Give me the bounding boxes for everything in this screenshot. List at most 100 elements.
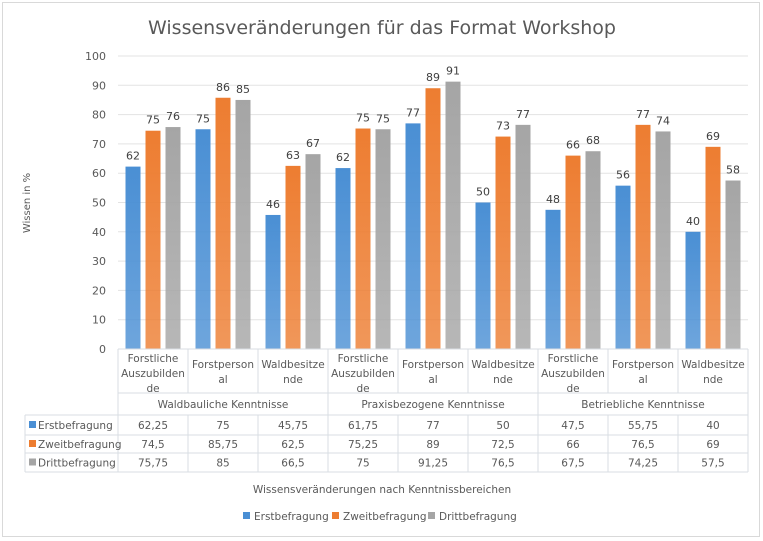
bar-zweitbefragung (705, 146, 721, 349)
category-label: Forstliche Auszubilden de (331, 353, 395, 395)
data-label: 89 (426, 71, 440, 84)
y-tick-label: 90 (92, 79, 106, 92)
table-cell: 76,5 (631, 439, 654, 451)
bar-erstbefragung (335, 168, 351, 349)
y-tick-label: 10 (92, 314, 106, 327)
bar-zweitbefragung (635, 124, 651, 349)
data-label: 67 (306, 137, 320, 150)
data-label: 48 (546, 193, 560, 206)
chart-title: Wissensveränderungen für das Format Work… (148, 17, 616, 39)
bar-zweitbefragung (285, 165, 301, 349)
data-label: 40 (686, 215, 700, 228)
y-tick-label: 70 (92, 138, 106, 151)
data-label: 91 (446, 65, 460, 78)
table-cell: 50 (496, 420, 509, 432)
data-label: 66 (566, 139, 580, 152)
table-cell: 85 (216, 458, 229, 470)
bar-erstbefragung (195, 129, 211, 349)
bar-erstbefragung (685, 231, 701, 349)
table-cell: 61,75 (348, 420, 378, 432)
bar-drittbefragung (305, 154, 321, 349)
bar-zweitbefragung (425, 88, 441, 349)
bar-drittbefragung (585, 151, 601, 349)
data-label: 75 (356, 112, 370, 125)
bar-zweitbefragung (215, 97, 231, 349)
data-label: 86 (216, 81, 230, 94)
table-row-label: Erstbefragung (38, 420, 113, 432)
data-label: 63 (286, 149, 300, 162)
category-label: Forstliche Auszubilden de (541, 353, 605, 395)
category-label: Forstliche Auszubilden de (121, 353, 185, 395)
legend-label: Drittbefragung (439, 511, 517, 523)
x-axis-label: Wissensveränderungen nach Kenntnissberei… (253, 484, 511, 496)
data-label: 56 (616, 169, 630, 182)
category-label: Forstperson al (402, 359, 464, 386)
y-tick-label: 30 (92, 255, 106, 268)
data-label: 85 (236, 83, 250, 96)
table-cell: 75,75 (138, 458, 168, 470)
data-label: 75 (146, 114, 160, 127)
data-label: 69 (706, 130, 720, 143)
legend-swatch (332, 512, 339, 519)
bar-drittbefragung (725, 180, 741, 349)
category-label: Waldbesitze nde (261, 359, 324, 386)
y-tick-label: 100 (85, 50, 106, 63)
legend-label: Zweitbefragung (343, 511, 427, 523)
category-label: Waldbesitze nde (681, 359, 744, 386)
table-cell: 67,5 (561, 458, 584, 470)
data-label: 58 (726, 164, 740, 177)
legend-label: Erstbefragung (254, 511, 329, 523)
table-cell: 66 (566, 439, 580, 451)
data-label: 73 (496, 120, 510, 133)
legend-key-erstbefragung (29, 421, 36, 428)
table-cell: 76,5 (491, 458, 514, 470)
table-cell: 77 (426, 420, 439, 432)
data-label: 74 (656, 114, 670, 127)
table-cell: 72,5 (491, 439, 514, 451)
table-cell: 62,25 (138, 420, 168, 432)
y-tick-label: 20 (92, 284, 106, 297)
data-label: 75 (376, 112, 390, 125)
data-label: 46 (266, 198, 280, 211)
bar-erstbefragung (405, 123, 421, 349)
table-cell: 75 (216, 420, 229, 432)
legend-key-drittbefragung (29, 458, 36, 466)
table-cell: 47,5 (561, 420, 584, 432)
category-label: Forstperson al (612, 359, 674, 386)
data-label: 62 (336, 151, 350, 164)
table-row-label: Drittbefragung (38, 458, 116, 470)
legend-key-zweitbefragung (29, 440, 36, 447)
bar-drittbefragung (375, 129, 391, 349)
bar-zweitbefragung (495, 136, 511, 349)
bar-erstbefragung (615, 185, 631, 349)
bar-zweitbefragung (145, 130, 161, 349)
y-tick-label: 50 (92, 197, 106, 210)
table-cell: 74,5 (141, 439, 164, 451)
bar-drittbefragung (655, 131, 671, 349)
category-label: Forstperson al (192, 359, 254, 386)
legend-swatch (243, 512, 250, 519)
bar-zweitbefragung (355, 128, 371, 349)
data-label: 77 (406, 106, 420, 119)
y-tick-label: 60 (92, 167, 106, 180)
table-cell: 89 (426, 439, 439, 451)
y-axis-label: Wissen in % (22, 173, 33, 233)
bar-erstbefragung (265, 214, 281, 349)
table-cell: 75 (356, 458, 369, 470)
group-label: Praxisbezogene Kenntnisse (361, 399, 504, 411)
y-tick-label: 40 (92, 226, 106, 239)
table-cell: 75,25 (348, 439, 378, 451)
table-cell: 69 (706, 439, 719, 451)
data-label: 68 (586, 134, 600, 147)
data-label: 77 (636, 108, 650, 121)
bar-drittbefragung (235, 99, 251, 349)
table-cell: 91,25 (418, 458, 448, 470)
table-cell: 57,5 (701, 458, 724, 470)
y-tick-label: 0 (99, 343, 106, 356)
table-cell: 40 (706, 420, 719, 432)
y-tick-label: 80 (92, 109, 106, 122)
bar-zweitbefragung (565, 155, 581, 349)
bar-erstbefragung (545, 209, 561, 349)
data-label: 77 (516, 108, 530, 121)
